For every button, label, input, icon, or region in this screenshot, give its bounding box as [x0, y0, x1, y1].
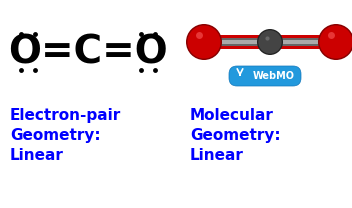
FancyBboxPatch shape: [229, 66, 301, 86]
Circle shape: [257, 29, 283, 55]
Text: O=C=O: O=C=O: [8, 33, 168, 71]
FancyBboxPatch shape: [194, 38, 346, 46]
FancyBboxPatch shape: [202, 40, 338, 44]
Text: WebMO: WebMO: [253, 71, 295, 81]
Circle shape: [187, 25, 221, 59]
Text: Electron-pair
Geometry:
Linear: Electron-pair Geometry: Linear: [10, 108, 121, 163]
Circle shape: [320, 25, 352, 59]
Circle shape: [258, 30, 282, 54]
Text: Molecular
Geometry:
Linear: Molecular Geometry: Linear: [190, 108, 281, 163]
Circle shape: [186, 24, 222, 60]
Circle shape: [318, 24, 352, 60]
FancyBboxPatch shape: [194, 35, 346, 49]
